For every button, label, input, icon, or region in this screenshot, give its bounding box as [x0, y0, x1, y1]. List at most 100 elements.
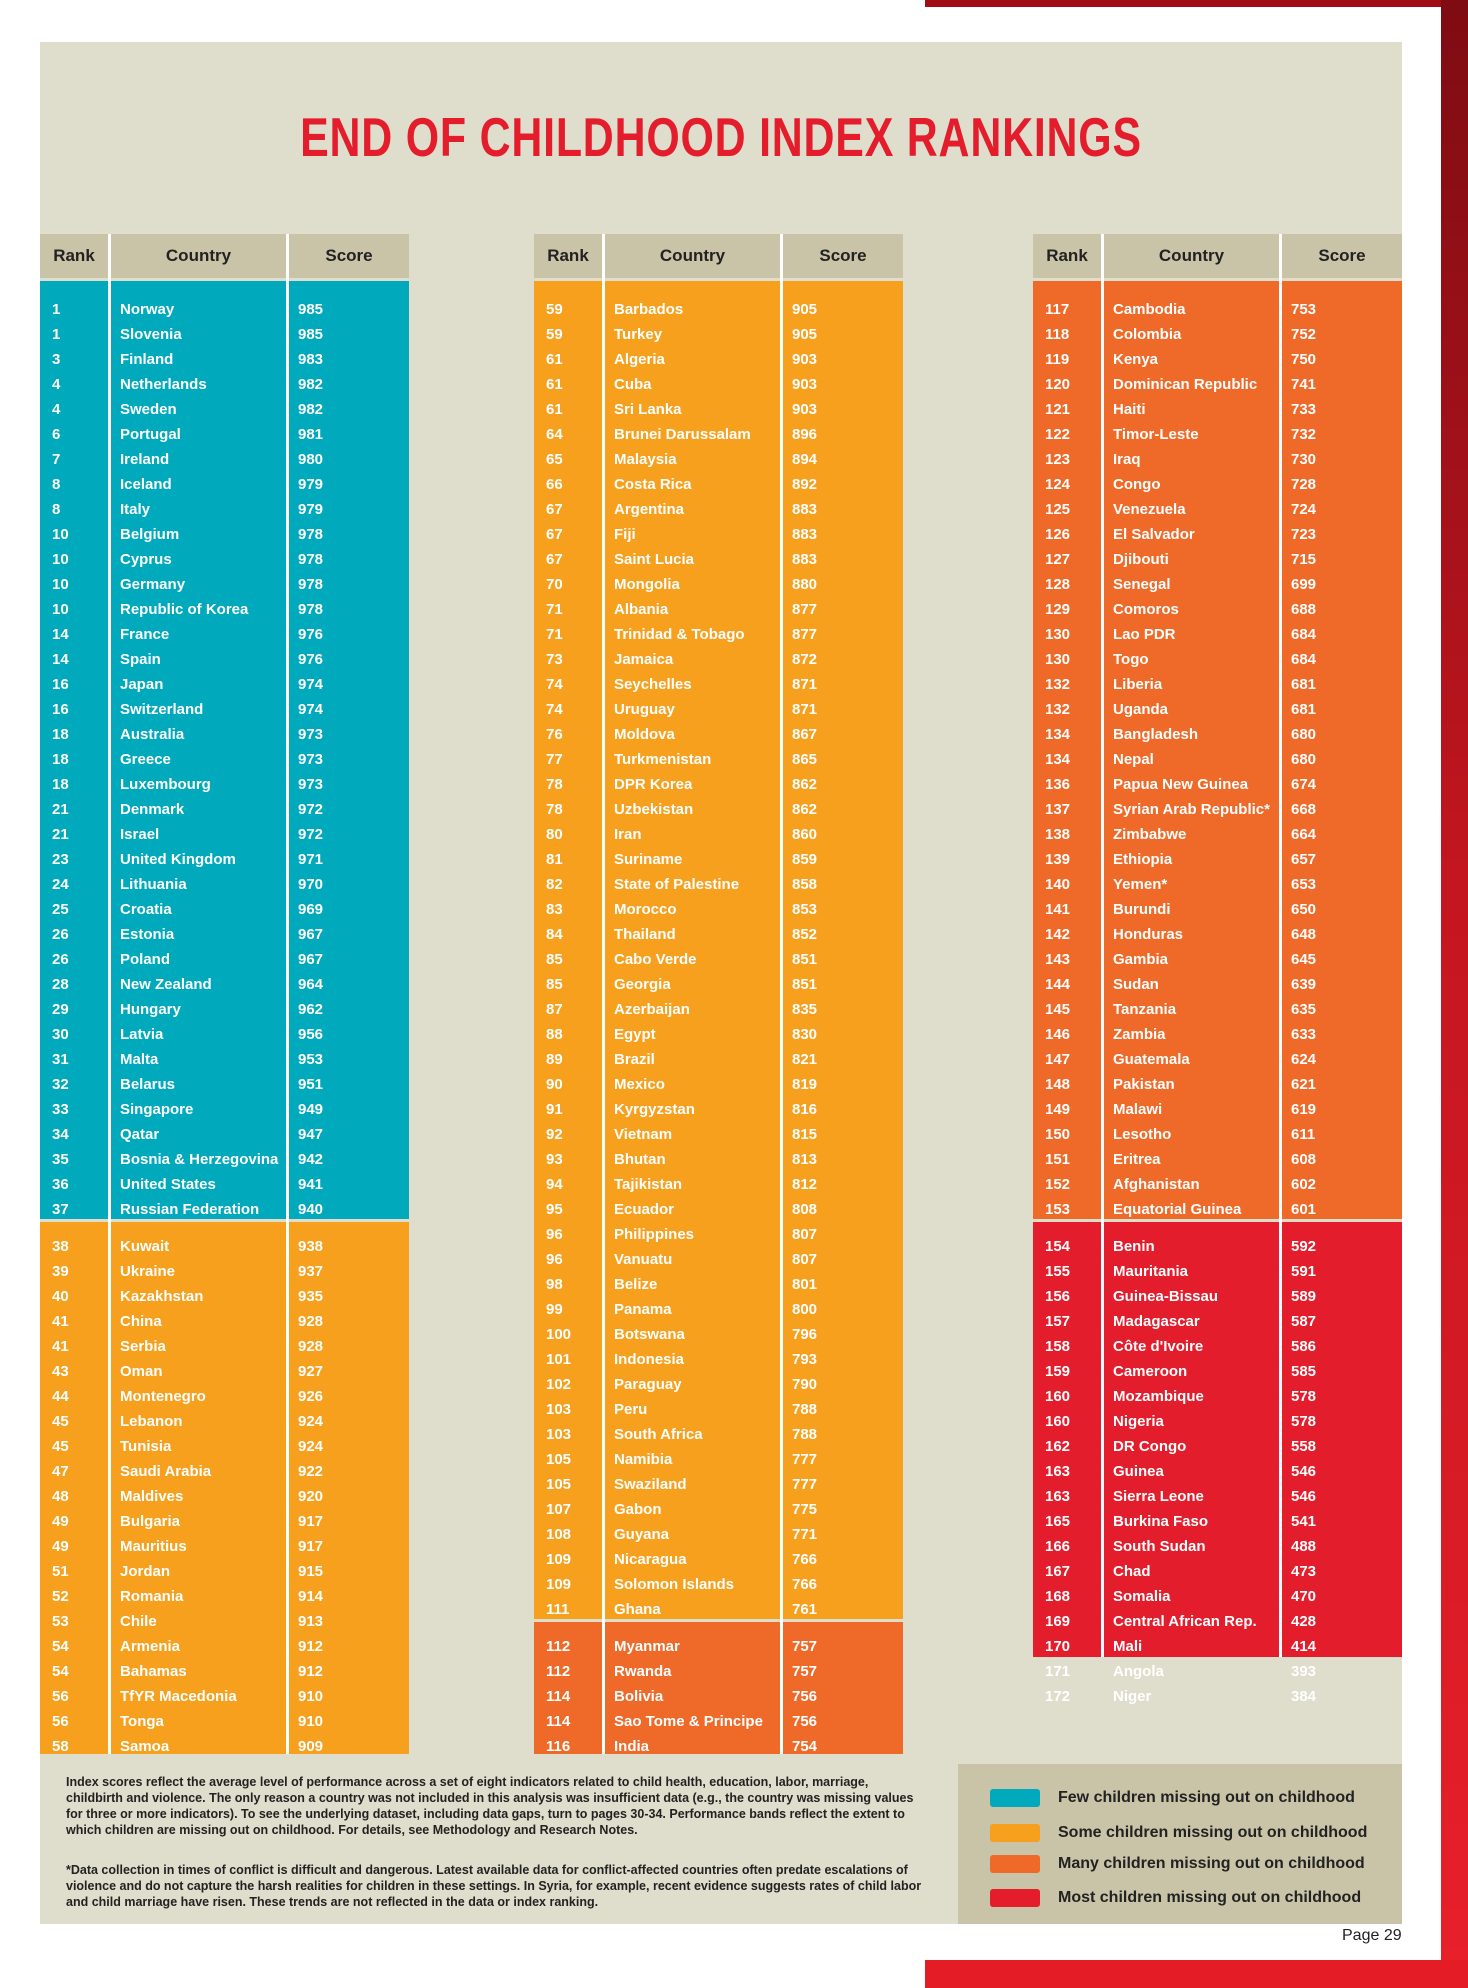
rank-cell: 124 [1045, 476, 1071, 493]
country-cell: Qatar [120, 1126, 160, 1143]
red-accent-right [1441, 0, 1468, 1988]
rank-cell: 14 [52, 651, 69, 668]
table-row: 64 Brunei Darussalam 896 [534, 422, 903, 447]
rank-cell: 100 [546, 1326, 572, 1343]
rank-cell: 41 [52, 1313, 69, 1330]
rank-cell: 112 [546, 1638, 571, 1655]
table-row: 38 Kuwait 938 [40, 1234, 409, 1259]
country-cell: Burundi [1113, 901, 1171, 918]
table-row: 21 Denmark 972 [40, 797, 409, 822]
country-cell: Guyana [614, 1526, 670, 1543]
column-divider [1101, 234, 1104, 1657]
score-cell: 924 [298, 1413, 324, 1430]
table-row: 61 Algeria 903 [534, 347, 903, 372]
country-cell: Jamaica [614, 651, 674, 668]
rank-cell: 77 [546, 751, 563, 768]
rank-cell: 96 [546, 1251, 563, 1268]
score-cell: 807 [792, 1251, 818, 1268]
score-cell: 796 [792, 1326, 818, 1343]
header-score: Score [1282, 234, 1402, 278]
table-row: 32 Belarus 951 [40, 1072, 409, 1097]
country-cell: Timor-Leste [1113, 426, 1199, 443]
country-cell: Tunisia [120, 1438, 172, 1455]
country-cell: TfYR Macedonia [120, 1688, 237, 1705]
country-cell: State of Palestine [614, 876, 740, 893]
header-rank: Rank [534, 234, 602, 278]
score-cell: 978 [298, 526, 324, 543]
country-cell: El Salvador [1113, 526, 1195, 543]
rank-cell: 168 [1045, 1588, 1071, 1605]
country-cell: China [120, 1313, 162, 1330]
table-row: 94 Tajikistan 812 [534, 1172, 903, 1197]
score-cell: 924 [298, 1438, 324, 1455]
score-cell: 913 [298, 1613, 324, 1630]
score-cell: 819 [792, 1076, 818, 1093]
score-cell: 892 [792, 476, 818, 493]
footnote-panel: Index scores reflect the average level o… [40, 1764, 954, 1924]
country-cell: Georgia [614, 976, 671, 993]
score-cell: 967 [298, 951, 324, 968]
table-row: 48 Maldives 920 [40, 1484, 409, 1509]
rank-cell: 90 [546, 1076, 563, 1093]
header-rank: Rank [1033, 234, 1101, 278]
table-row: 114 Bolivia 756 [534, 1684, 903, 1709]
score-cell: 978 [298, 576, 324, 593]
country-cell: Liberia [1113, 676, 1163, 693]
score-cell: 880 [792, 576, 818, 593]
table-row: 54 Bahamas 912 [40, 1659, 409, 1684]
rank-cell: 73 [546, 651, 563, 668]
country-cell: Mongolia [614, 576, 680, 593]
rank-cell: 33 [52, 1101, 69, 1118]
table-row: 26 Poland 967 [40, 947, 409, 972]
table-row: 153 Equatorial Guinea 601 [1033, 1197, 1402, 1222]
score-cell: 578 [1291, 1413, 1317, 1430]
score-cell: 724 [1291, 501, 1317, 518]
rank-cell: 126 [1045, 526, 1071, 543]
score-cell: 860 [792, 826, 818, 843]
score-cell: 985 [298, 326, 324, 343]
header-score: Score [783, 234, 903, 278]
score-cell: 473 [1291, 1563, 1317, 1580]
score-cell: 938 [298, 1238, 324, 1255]
country-cell: Poland [120, 951, 171, 968]
score-cell: 983 [298, 351, 324, 368]
country-cell: Venezuela [1113, 501, 1186, 518]
table-row: 44 Montenegro 926 [40, 1384, 409, 1409]
rank-cell: 41 [52, 1338, 69, 1355]
country-cell: Djibouti [1113, 551, 1169, 568]
table-row: 163 Guinea 546 [1033, 1459, 1402, 1484]
country-cell: Pakistan [1113, 1076, 1175, 1093]
table-row: 80 Iran 860 [534, 822, 903, 847]
score-cell: 871 [792, 701, 818, 718]
table-row: 76 Moldova 867 [534, 722, 903, 747]
rank-cell: 145 [1045, 1001, 1071, 1018]
score-cell: 680 [1291, 726, 1317, 743]
table-row: 159 Cameroon 585 [1033, 1359, 1402, 1384]
rank-cell: 140 [1045, 876, 1071, 893]
score-cell: 653 [1291, 876, 1317, 893]
rank-cell: 6 [52, 426, 61, 443]
rank-cell: 148 [1045, 1076, 1071, 1093]
rank-cell: 117 [1045, 301, 1070, 318]
country-cell: Cuba [614, 376, 652, 393]
country-cell: Equatorial Guinea [1113, 1201, 1242, 1218]
table-row: 160 Mozambique 578 [1033, 1384, 1402, 1409]
score-cell: 982 [298, 376, 324, 393]
country-cell: Afghanistan [1113, 1176, 1200, 1193]
score-cell: 657 [1291, 851, 1317, 868]
country-cell: Bulgaria [120, 1513, 181, 1530]
country-cell: Guatemala [1113, 1051, 1190, 1068]
country-cell: Zambia [1113, 1026, 1166, 1043]
country-cell: Comoros [1113, 601, 1179, 618]
country-cell: Iceland [120, 476, 172, 493]
rank-cell: 101 [546, 1351, 572, 1368]
table-row: 102 Paraguay 790 [534, 1372, 903, 1397]
country-cell: Angola [1113, 1663, 1164, 1680]
table-row: 169 Central African Rep. 428 [1033, 1609, 1402, 1634]
rank-cell: 134 [1045, 726, 1071, 743]
score-cell: 926 [298, 1388, 324, 1405]
score-cell: 684 [1291, 626, 1317, 643]
score-cell: 715 [1291, 551, 1317, 568]
country-cell: Denmark [120, 801, 185, 818]
rank-cell: 120 [1045, 376, 1071, 393]
